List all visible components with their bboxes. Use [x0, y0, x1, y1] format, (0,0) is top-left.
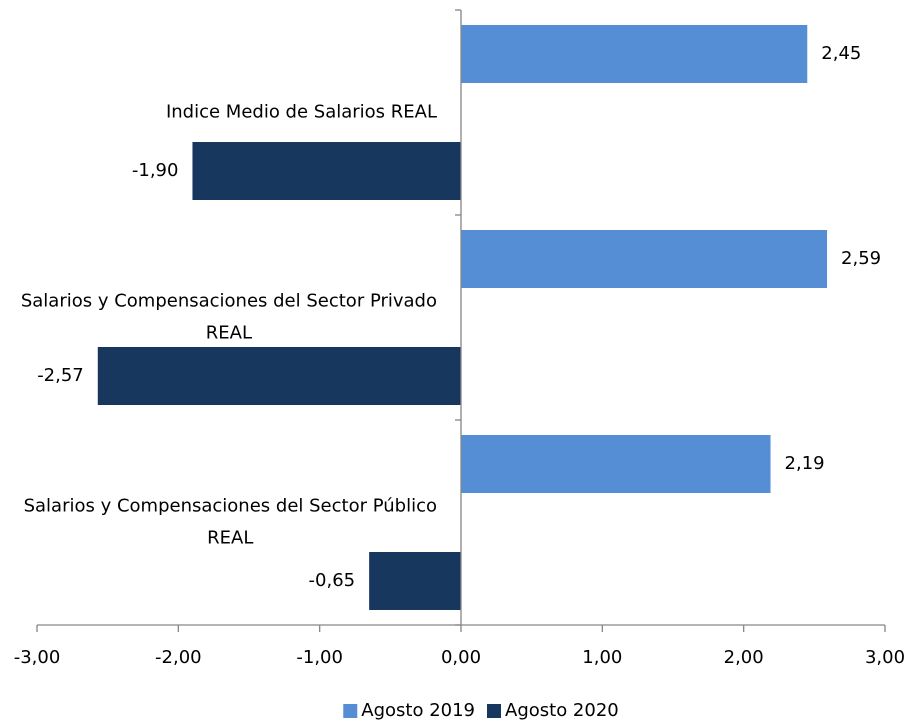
data-label: 2,59: [841, 248, 881, 269]
x-tick-label: 1,00: [582, 647, 622, 668]
data-label: 2,45: [821, 43, 861, 64]
bar: [461, 25, 808, 83]
category-label: Indice Medio de Salarios REAL: [166, 102, 437, 123]
bar: [369, 552, 461, 610]
category-label: Salarios y Compensaciones del Sector Púb…: [24, 496, 437, 549]
bar: [97, 347, 462, 405]
legend-swatch: [343, 704, 358, 718]
legend-label: Agosto 2019: [361, 700, 475, 721]
category-label: Salarios y Compensaciones del Sector Pri…: [21, 291, 437, 344]
bar: [461, 435, 771, 493]
x-tick-label: 3,00: [865, 647, 905, 668]
x-tick-label: 0,00: [441, 647, 481, 668]
data-label: -0,65: [309, 570, 356, 591]
data-label: 2,19: [785, 453, 825, 474]
x-tick-label: -1,00: [296, 647, 343, 668]
x-tick-label: -2,00: [155, 647, 202, 668]
data-label: -1,90: [132, 160, 179, 181]
data-label: -2,57: [37, 365, 84, 386]
bar: [192, 142, 461, 200]
x-tick-label: 2,00: [724, 647, 764, 668]
x-tick-label: -3,00: [14, 647, 61, 668]
legend-swatch: [487, 704, 501, 718]
bar: [461, 230, 828, 288]
legend-label: Agosto 2020: [505, 700, 619, 721]
